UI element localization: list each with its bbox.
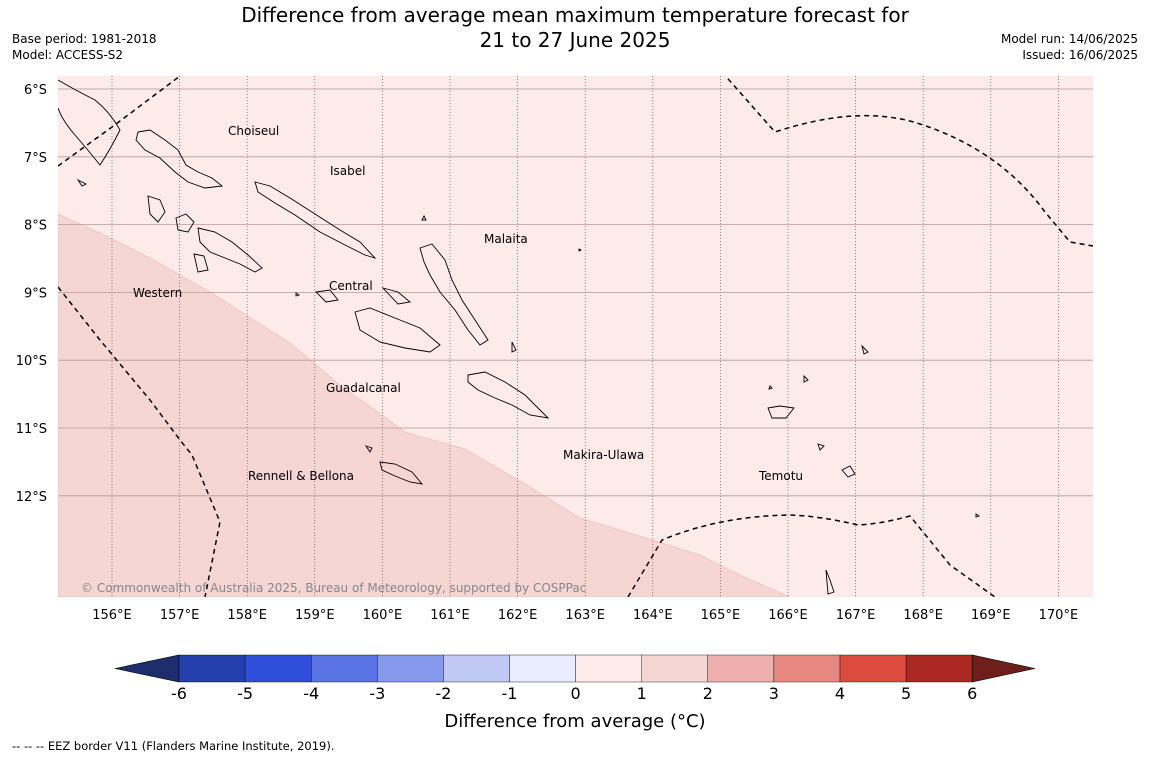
- copyright-notice: © Commonwealth of Australia 2025, Bureau…: [81, 581, 586, 595]
- lon-label: 156°E: [92, 608, 132, 623]
- colorbar-segment: [707, 654, 775, 683]
- colorbar-segment: [377, 654, 444, 683]
- page-title: Difference from average mean maximum tem…: [0, 3, 1150, 53]
- lat-label: 11°S: [16, 422, 47, 437]
- lat-label: 7°S: [24, 151, 47, 166]
- base-period: Base period: 1981-2018: [12, 32, 157, 46]
- lon-label: 169°E: [971, 608, 1011, 623]
- colorbar-segment: [905, 654, 973, 683]
- colorbar-segment: [509, 654, 576, 683]
- issued-date: Issued: 16/06/2025: [1022, 48, 1138, 62]
- eez-border: [58, 76, 1093, 597]
- colorbar-segment: [641, 654, 709, 683]
- colorbar-tick-label: -1: [502, 684, 518, 703]
- colorbar-tick-label: 0: [571, 684, 581, 703]
- region-malaita: Malaita: [484, 232, 528, 246]
- colorbar-segment: [244, 654, 312, 683]
- region-western: Western: [133, 286, 182, 300]
- gridlines: [58, 76, 1093, 597]
- colorbar-segment: [443, 654, 510, 683]
- region-makira-ulawa: Makira-Ulawa: [563, 448, 644, 462]
- colorbar-segment: [178, 654, 246, 683]
- colorbar-extend-low: [114, 654, 180, 683]
- meta-left: Base period: 1981-2018 Model: ACCESS-S2: [12, 31, 157, 63]
- region-choiseul: Choiseul: [228, 124, 279, 138]
- lon-label: 162°E: [498, 608, 538, 623]
- colorbar-segment: [773, 654, 841, 683]
- colorbar-tick-label: -5: [237, 684, 253, 703]
- lon-label: 163°E: [565, 608, 605, 623]
- lon-label: 161°E: [430, 608, 470, 623]
- region-guadalcanal: Guadalcanal: [326, 381, 401, 395]
- colorbar-tick-label: -4: [303, 684, 319, 703]
- model-run: Model run: 14/06/2025: [1000, 32, 1138, 46]
- region-isabel: Isabel: [330, 164, 365, 178]
- colorbar-tick-label: 1: [637, 684, 647, 703]
- region-central: Central: [329, 279, 373, 293]
- colorbar-tick-label: 6: [967, 684, 977, 703]
- colorbar: [114, 654, 1036, 683]
- lat-label: 12°S: [16, 490, 47, 505]
- colorbar-tick-label: 3: [769, 684, 779, 703]
- lon-label: 157°E: [160, 608, 200, 623]
- latitude-labels: 6°S 7°S 8°S 9°S 10°S 11°S 12°S: [16, 83, 47, 505]
- lat-label: 8°S: [24, 219, 47, 234]
- fill-1-to-2: [58, 213, 791, 597]
- lon-label: 159°E: [295, 608, 335, 623]
- lon-label: 167°E: [836, 608, 876, 623]
- lon-label: 166°E: [768, 608, 808, 623]
- lon-label: 160°E: [363, 608, 403, 623]
- longitude-labels: 156°E 157°E 158°E 159°E 160°E 161°E 162°E 163°E…: [92, 608, 1078, 623]
- colorbar-segment: [575, 654, 642, 683]
- colorbar-tick-label: 5: [901, 684, 911, 703]
- colorbar-extend-high: [971, 654, 1036, 683]
- lat-label: 10°S: [16, 354, 47, 369]
- title-line-2: 21 to 27 June 2025: [479, 28, 671, 52]
- lon-label: 168°E: [903, 608, 943, 623]
- colorbar-segment: [311, 654, 378, 683]
- title-line-1: Difference from average mean maximum tem…: [241, 3, 909, 27]
- model-name: Model: ACCESS-S2: [12, 48, 124, 62]
- colorbar-label: Difference from average (°C): [444, 711, 705, 732]
- colorbar-ticks: -6 -5 -4 -3 -2 -1 0 1 2 3 4 5 6: [171, 684, 977, 703]
- map-area: Choiseul Isabel Malaita Western Central …: [58, 76, 1093, 597]
- region-rennell-bellona: Rennell & Bellona: [248, 469, 354, 483]
- lon-label: 170°E: [1039, 608, 1079, 623]
- region-temotu: Temotu: [758, 469, 803, 483]
- footnote: -- -- -- EEZ border V11 (Flanders Marine…: [12, 739, 335, 753]
- colorbar-tick-label: -6: [171, 684, 187, 703]
- colorbar-tick-label: 4: [835, 684, 845, 703]
- lat-label: 6°S: [24, 83, 47, 98]
- coastlines: [58, 79, 981, 595]
- colorbar-tick-label: -2: [435, 684, 451, 703]
- colorbar-tick-label: 2: [703, 684, 713, 703]
- colorbar-segment: [839, 654, 907, 683]
- colorbar-tick-label: -3: [369, 684, 385, 703]
- meta-right: Model run: 14/06/2025 Issued: 16/06/2025: [1001, 31, 1138, 63]
- region-labels: Choiseul Isabel Malaita Western Central …: [133, 124, 803, 483]
- lat-label: 9°S: [24, 286, 47, 301]
- lon-label: 158°E: [227, 608, 267, 623]
- lon-label: 165°E: [701, 608, 741, 623]
- lon-label: 164°E: [633, 608, 673, 623]
